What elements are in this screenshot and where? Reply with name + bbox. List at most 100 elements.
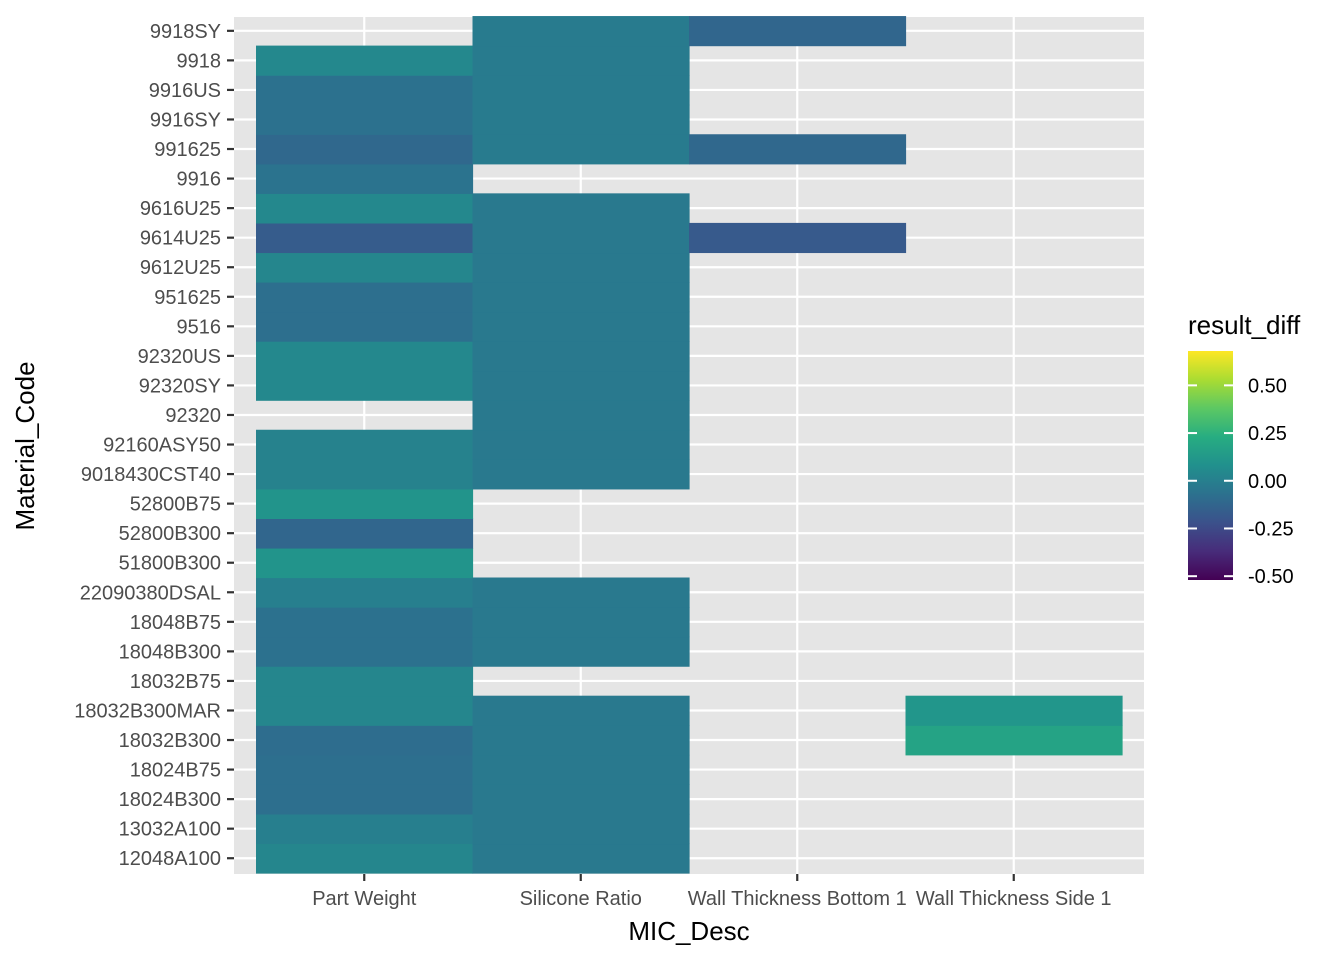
- y-tick-label: 951625: [154, 287, 221, 309]
- legend-label: -0.50: [1248, 566, 1294, 588]
- y-tick-label: 9018430CST40: [81, 464, 221, 486]
- y-tick-label: 18024B75: [130, 760, 221, 782]
- heatmap-cell: [256, 636, 474, 667]
- heatmap-cell: [256, 193, 474, 224]
- heatmap-cell: [256, 843, 474, 874]
- y-tick-label: 18032B75: [130, 671, 221, 693]
- heatmap-cell: [256, 813, 474, 845]
- y-tick-label: 18032B300: [119, 730, 221, 752]
- heatmap-cells: [256, 16, 1123, 874]
- heatmap-cell: [472, 754, 690, 785]
- heatmap-cell: [472, 370, 690, 401]
- y-tick-label: 92320: [165, 405, 221, 427]
- legend-title: result_diff: [1188, 310, 1301, 340]
- heatmap-cell: [472, 16, 690, 47]
- y-tick-label: 9614U25: [140, 228, 221, 250]
- y-axis-title: Material_Code: [10, 361, 40, 530]
- heatmap-cell: [256, 252, 474, 283]
- y-tick-label: 18024B300: [119, 789, 221, 811]
- heatmap-cell: [256, 429, 474, 460]
- heatmap-cell: [256, 784, 474, 815]
- heatmap-cell: [905, 695, 1123, 726]
- heatmap-cell: [689, 222, 907, 254]
- legend-label: 0.50: [1248, 375, 1287, 397]
- heatmap-cell: [472, 282, 690, 313]
- heatmap-cell: [256, 695, 474, 726]
- heatmap-cell: [689, 134, 907, 165]
- y-tick-label: 18032B300MAR: [74, 700, 221, 722]
- heatmap-cell: [472, 725, 690, 756]
- heatmap-cell: [256, 488, 474, 519]
- y-tick-label: 9916SY: [150, 109, 221, 131]
- heatmap-cell: [256, 134, 474, 165]
- y-tick-label: 52800B300: [119, 523, 221, 545]
- y-tick-label: 9916: [177, 169, 222, 191]
- heatmap-cell: [472, 222, 690, 254]
- heatmap-cell: [256, 607, 474, 638]
- legend-label: 0.25: [1248, 423, 1287, 445]
- heatmap-cell: [472, 252, 690, 283]
- y-tick-label: 9918SY: [150, 21, 221, 43]
- heatmap-cell: [256, 282, 474, 313]
- legend-label: -0.25: [1248, 518, 1294, 540]
- legend-colorbar: [1188, 351, 1233, 580]
- heatmap-cell: [256, 341, 474, 372]
- heatmap-cell: [256, 459, 474, 490]
- heatmap-cell: [472, 311, 690, 342]
- heatmap-cell: [256, 577, 474, 608]
- y-tick-label: 92320US: [138, 346, 221, 368]
- heatmap-cell: [472, 695, 690, 726]
- y-tick-label: 9516: [177, 316, 222, 338]
- y-axis: 12048A100 13032A100 18024B300 18024B75 18032…: [74, 21, 234, 870]
- y-tick-label: 51800B300: [119, 553, 221, 575]
- heatmap-cell: [256, 104, 474, 135]
- y-tick-label: 9612U25: [140, 257, 221, 279]
- x-tick-label: Part Weight: [312, 888, 417, 910]
- heatmap-cell: [256, 163, 474, 194]
- y-tick-label: 92160ASY50: [103, 435, 221, 457]
- y-tick-label: 9616U25: [140, 198, 221, 220]
- heatmap-cell: [905, 725, 1123, 756]
- y-tick-label: 18048B75: [130, 612, 221, 634]
- heatmap-cell: [256, 754, 474, 785]
- heatmap-cell: [472, 193, 690, 224]
- heatmap-cell: [256, 45, 474, 76]
- x-tick-label: Silicone Ratio: [520, 888, 642, 910]
- x-axis: Part Weight Silicone Ratio Wall Thickness …: [312, 874, 1112, 910]
- heatmap-cell: [472, 429, 690, 460]
- y-tick-label: 22090380DSAL: [80, 582, 221, 604]
- x-axis-title: MIC_Desc: [628, 916, 749, 946]
- heatmap-cell: [256, 725, 474, 756]
- y-tick-label: 12048A100: [119, 848, 221, 870]
- heatmap-cell: [472, 813, 690, 845]
- y-tick-label: 9916US: [149, 80, 221, 102]
- heatmap-cell: [472, 577, 690, 608]
- legend-label: 0.00: [1248, 471, 1287, 493]
- heatmap-cell: [472, 607, 690, 638]
- heatmap-cell: [472, 400, 690, 431]
- heatmap-cell: [256, 370, 474, 401]
- heatmap-cell: [472, 134, 690, 165]
- x-tick-label: Wall Thickness Bottom 1: [688, 888, 907, 910]
- heatmap-cell: [472, 843, 690, 874]
- heatmap-cell: [472, 459, 690, 490]
- heatmap-cell: [472, 75, 690, 106]
- y-tick-label: 52800B75: [130, 494, 221, 516]
- heatmap-cell: [256, 75, 474, 106]
- y-tick-label: 18048B300: [119, 641, 221, 663]
- y-tick-label: 991625: [154, 139, 221, 161]
- heatmap-cell: [472, 636, 690, 667]
- legend: result_diff 0.50 0.25 0.00 -0.25 -0.50: [1188, 310, 1301, 588]
- heatmap-cell: [256, 311, 474, 342]
- heatmap-cell: [472, 341, 690, 372]
- heatmap-cell: [689, 16, 907, 47]
- heatmap-cell: [256, 518, 474, 549]
- heatmap-cell: [256, 547, 474, 579]
- heatmap-cell: [472, 45, 690, 76]
- y-tick-label: 92320SY: [139, 375, 221, 397]
- y-tick-label: 13032A100: [119, 819, 221, 841]
- x-tick-label: Wall Thickness Side 1: [916, 888, 1112, 910]
- y-tick-label: 9918: [177, 50, 222, 72]
- heatmap-cell: [472, 104, 690, 135]
